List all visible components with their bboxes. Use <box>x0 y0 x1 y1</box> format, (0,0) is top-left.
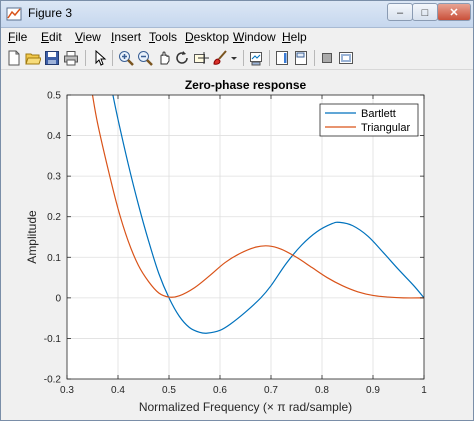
toolbar-separator <box>314 50 315 66</box>
y-tick-label: -0.2 <box>44 375 62 386</box>
menu-help[interactable]: Help <box>282 30 307 44</box>
toolbar-separator <box>243 50 244 66</box>
print-icon[interactable] <box>63 50 79 66</box>
new-figure-icon[interactable] <box>6 50 22 66</box>
y-axis-label: Amplitude <box>25 210 39 264</box>
menu-file[interactable]: File <box>8 30 28 44</box>
menu-tools[interactable]: Tools <box>149 30 178 44</box>
x-tick-label: 1 <box>421 385 427 396</box>
close-button[interactable]: ✕ <box>437 3 471 21</box>
series-line-bartlett[interactable] <box>112 95 424 334</box>
pointer-icon[interactable] <box>92 50 108 66</box>
title-bar[interactable]: Figure 3 – □ ✕ <box>1 1 473 28</box>
menu-view[interactable]: View <box>75 30 101 44</box>
x-axis-ticks: 0.3 0.4 0.5 0.6 0.7 0.8 0.9 1 <box>60 95 427 396</box>
x-tick-label: 0.7 <box>264 385 278 396</box>
legend-icon[interactable] <box>293 50 309 66</box>
y-tick-label: 0 <box>55 293 61 304</box>
maximize-button[interactable]: □ <box>412 3 438 21</box>
y-tick-label: -0.1 <box>44 334 62 345</box>
hide-plot-tools-icon[interactable] <box>319 50 335 66</box>
y-tick-label: 0.4 <box>47 131 61 142</box>
x-tick-label: 0.3 <box>60 385 74 396</box>
toolbar-separator <box>112 50 113 66</box>
x-tick-label: 0.8 <box>315 385 329 396</box>
x-axis-label: Normalized Frequency (× π rad/sample) <box>139 400 352 414</box>
zoom-out-icon[interactable] <box>137 50 153 66</box>
y-tick-label: 0.2 <box>47 212 61 223</box>
series-group <box>91 95 425 334</box>
legend[interactable]: Bartlett Triangular <box>319 103 419 137</box>
menu-window[interactable]: Window <box>233 30 276 44</box>
data-cursor-icon[interactable] <box>193 50 209 66</box>
axes-box <box>66 94 425 380</box>
link-plot-icon[interactable] <box>248 50 264 66</box>
y-tick-label: 0.5 <box>47 91 61 102</box>
window-title: Figure 3 <box>28 6 73 20</box>
legend-label-triangular: Triangular <box>361 122 410 134</box>
brush-icon[interactable] <box>212 50 228 66</box>
x-tick-label: 0.4 <box>111 385 125 396</box>
y-tick-label: 0.1 <box>47 253 61 264</box>
plot-svg[interactable]: 0.3 0.4 0.5 0.6 0.7 0.8 0.9 1 -0.2-0.100.10.20.… <box>1 70 473 420</box>
chart-title: Zero-phase response <box>185 78 307 92</box>
zoom-in-icon[interactable] <box>118 50 134 66</box>
legend-box <box>319 103 419 137</box>
x-tick-label: 0.5 <box>162 385 176 396</box>
series-line-triangular[interactable] <box>91 95 425 299</box>
colorbar-icon[interactable] <box>274 50 290 66</box>
menu-bar: File Edit View Insert Tools Desktop Wind… <box>1 28 473 46</box>
brush-dropdown-icon[interactable] <box>230 50 238 66</box>
menu-edit[interactable]: Edit <box>41 30 62 44</box>
legend-label-bartlett: Bartlett <box>361 108 396 120</box>
toolbar-separator <box>85 50 86 66</box>
menu-insert[interactable]: Insert <box>111 30 142 44</box>
y-tick-label: 0.3 <box>47 172 61 183</box>
x-tick-label: 0.6 <box>213 385 227 396</box>
save-icon[interactable] <box>44 50 60 66</box>
matlab-figure-icon <box>6 7 22 21</box>
pan-icon[interactable] <box>156 50 172 66</box>
toolbar-separator <box>269 50 270 66</box>
menu-desktop[interactable]: Desktop <box>185 30 230 44</box>
x-tick-label: 0.9 <box>366 385 380 396</box>
rotate-icon[interactable] <box>174 50 190 66</box>
y-axis-ticks: -0.2 -0.1 0 0.1 0.2 0.3 0.4 0.5 <box>44 91 424 386</box>
minimize-button[interactable]: – <box>387 3 413 21</box>
figure-canvas: 0.3 0.4 0.5 0.6 0.7 0.8 0.9 1 -0.2 -0.1 0 0.1 0.2 0.… <box>1 70 473 420</box>
axes-background <box>67 95 424 379</box>
show-plot-tools-icon[interactable] <box>338 50 354 66</box>
open-file-icon[interactable] <box>25 50 41 66</box>
figure-toolbar <box>1 47 473 70</box>
